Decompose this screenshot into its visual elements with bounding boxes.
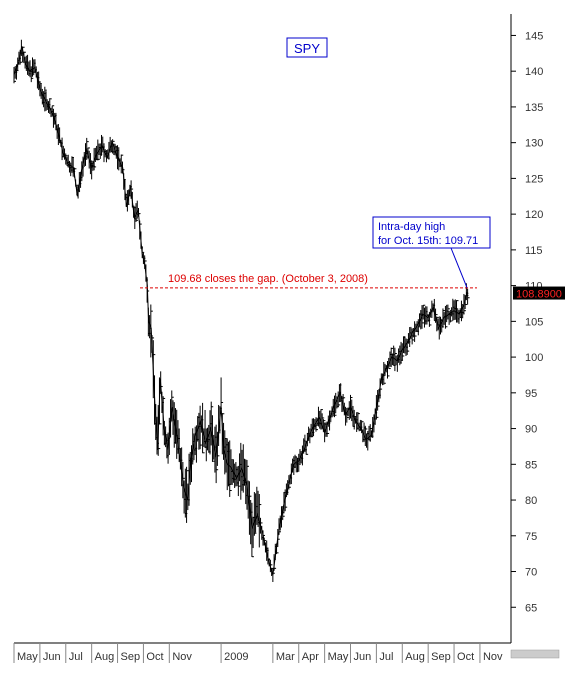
- y-tick-label: 95: [525, 388, 537, 400]
- y-tick-label: 135: [525, 102, 543, 114]
- gap-annotation: 109.68 closes the gap. (October 3, 2008): [140, 273, 477, 289]
- last-price-marker: 108.8900: [513, 286, 565, 301]
- x-tick-label: Jun: [43, 651, 61, 663]
- intraday-high-line-1: Intra-day high: [378, 221, 445, 233]
- x-tick-label: Apr: [302, 651, 319, 663]
- y-tick-label: 130: [525, 138, 543, 150]
- y-tick-label: 140: [525, 66, 543, 78]
- price-series-group: [13, 39, 470, 582]
- intraday-high-line-2: for Oct. 15th: 109.71: [378, 235, 478, 247]
- x-tick-label: Jul: [69, 651, 83, 663]
- chart-title: SPY: [286, 37, 328, 58]
- x-tick-label: Jul: [379, 651, 393, 663]
- x-tick-label: May: [328, 651, 349, 663]
- y-tick-label: 75: [525, 531, 537, 543]
- x-tick-label: Nov: [172, 651, 192, 663]
- last-price-label: 108.8900: [516, 289, 562, 301]
- x-tick-label: Sep: [431, 651, 451, 663]
- y-tick-label: 120: [525, 209, 543, 221]
- intraday-high-box: [372, 216, 491, 249]
- last-price-box: [513, 286, 565, 300]
- x-tick-label: Sep: [121, 651, 141, 663]
- x-tick-label: Oct: [146, 651, 163, 663]
- x-axis: May Jun Jul Aug Sep Oct Nov 2009 Mar Apr May Jun Jul…: [13, 642, 560, 663]
- x-tick-label: 2009: [224, 651, 248, 663]
- y-tick-label: 80: [525, 495, 537, 507]
- y-tick-label: 70: [525, 567, 537, 579]
- x-tick-label: Nov: [483, 651, 503, 663]
- intraday-high-annotation: Intra-day high for Oct. 15th: 109.71: [372, 216, 491, 288]
- y-tick-label: 65: [525, 602, 537, 614]
- x-axis-scrollbar[interactable]: [510, 649, 560, 659]
- y-tick-label: 100: [525, 352, 543, 364]
- chart-title-box: [286, 37, 328, 58]
- x-tick-label: May: [17, 651, 38, 663]
- y-tick-label: 145: [525, 30, 543, 42]
- x-tick-label: Mar: [276, 651, 295, 663]
- x-tick-label: Jun: [354, 651, 372, 663]
- y-tick-label: 125: [525, 173, 543, 185]
- gap-label: 109.68 closes the gap. (October 3, 2008): [168, 273, 368, 285]
- y-tick-label: 90: [525, 424, 537, 436]
- x-tick-label: Oct: [457, 651, 474, 663]
- x-tick-label: Aug: [405, 651, 425, 663]
- x-tick-label: Aug: [95, 651, 115, 663]
- y-tick-label: 105: [525, 316, 543, 328]
- intraday-high-pointer: [450, 247, 468, 288]
- y-tick-label: 115: [525, 245, 543, 257]
- y-tick-label: 85: [525, 459, 537, 471]
- chart-title-text: SPY: [294, 41, 320, 56]
